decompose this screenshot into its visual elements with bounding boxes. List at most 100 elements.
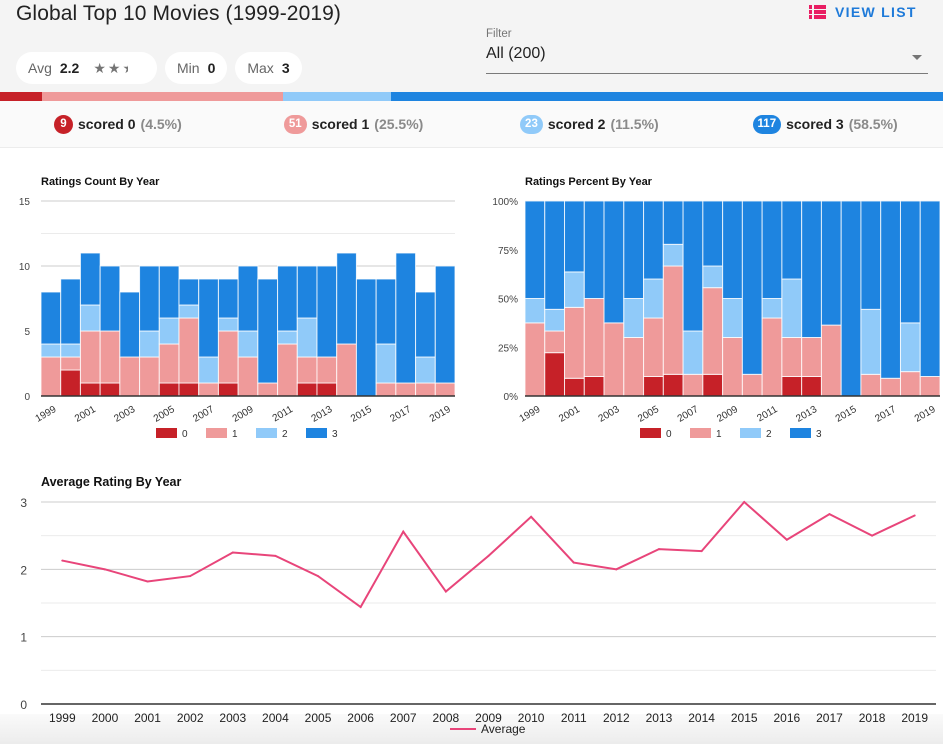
data-point-1999 (61, 559, 64, 562)
score-summary: 9 scored 0 (4.5%) 51 scored 1 (25.5%) 23 scored… (0, 101, 943, 148)
bar-segment-2000-score-1 (60, 356, 81, 371)
bar-segment-2013-score-0 (316, 382, 338, 397)
bar-segment-2017-score-3 (395, 252, 417, 384)
bar-segment-2011-score-2 (761, 298, 783, 319)
bar-segment-2014-score-1 (336, 343, 357, 397)
bar-segment-2000-score-2 (544, 308, 566, 332)
y-tick-label: 10 (19, 262, 31, 273)
x-tick-label: 2014 (688, 711, 715, 725)
x-tick-label: 2015 (731, 711, 758, 725)
data-point-2000 (103, 568, 106, 571)
bar-segment-2015-score-3 (355, 278, 377, 397)
bar-segment-2004-score-2 (623, 298, 645, 338)
average-chart-title: Average Rating By Year (41, 475, 182, 489)
legend-label: 1 (232, 429, 238, 440)
bar-segment-2018-score-3 (899, 200, 921, 324)
bar-segment-2011-score-1 (761, 317, 783, 397)
x-tick-label: 2012 (603, 711, 630, 725)
bar-segment-2004-score-3 (139, 265, 160, 332)
y-tick-label: 15 (19, 197, 31, 208)
bar-segment-2005-score-2 (643, 278, 664, 319)
x-tick-label: 2003 (219, 711, 246, 725)
x-tick-label: 2008 (433, 711, 460, 725)
legend-label: 0 (666, 429, 672, 440)
x-tick-label: 2015 (349, 404, 374, 425)
bar-segment-2013-score-1 (316, 356, 338, 384)
bar-segment-2012-score-1 (781, 337, 803, 377)
bar-segment-2001-score-2 (79, 304, 101, 332)
bar-segment-2008-score-1 (217, 330, 239, 384)
bar-segment-2001-score-3 (564, 200, 585, 273)
half-star-icon: ★ (122, 60, 128, 77)
bar-segment-2012-score-0 (296, 382, 318, 397)
data-point-2014 (700, 550, 703, 553)
data-point-2003 (231, 551, 234, 554)
x-tick-label: 2003 (112, 404, 137, 425)
bar-segment-2014-score-3 (820, 200, 842, 326)
average-rating-chart: 0 1 2 3 1999 2000 2001 2002 2003 2004 2005 2006 2007… (20, 496, 936, 736)
y-tick-label: 3 (20, 496, 27, 510)
bar-segment-2013-score-3 (316, 265, 338, 358)
x-tick-label: 2009 (715, 404, 740, 425)
data-point-2013 (657, 548, 660, 551)
bar-segment-2003-score-3 (119, 291, 141, 358)
bar-segment-2012-score-1 (296, 356, 318, 384)
bar-segment-2008-score-2 (217, 317, 239, 332)
bar-segment-2017-score-3 (880, 200, 901, 379)
bar-segment-2011-score-2 (277, 330, 298, 345)
bar-segment-2005-score-0 (643, 376, 664, 397)
bar-segment-2005-score-2 (158, 317, 180, 345)
bar-segment-2007-score-3 (682, 200, 704, 332)
legend-swatch-1 (690, 428, 711, 438)
legend-swatch-2 (256, 428, 277, 438)
summary-item-0: 9 scored 0 (4.5%) (0, 101, 236, 147)
bar-segment-2008-score-0 (217, 382, 239, 397)
page-title: Global Top 10 Movies (1999-2019) (16, 2, 342, 25)
x-tick-label: 2001 (134, 711, 161, 725)
bar-segment-2011-score-3 (761, 200, 783, 299)
bar-segment-2003-score-3 (603, 200, 625, 324)
bar-segment-2011-score-3 (277, 265, 298, 332)
x-tick-label: 2005 (305, 711, 332, 725)
legend-swatch-0 (156, 428, 177, 438)
data-point-2005 (317, 575, 320, 578)
bar-segment-2009-score-2 (722, 298, 743, 338)
bar-segment-2007-score-3 (198, 278, 219, 358)
legend-swatch-1 (206, 428, 227, 438)
view-list-button[interactable]: VIEW LIST (809, 4, 917, 20)
bar-segment-1999-score-2 (40, 343, 62, 358)
bar-segment-2014-score-3 (336, 252, 357, 345)
score-distribution-bar (0, 92, 943, 101)
x-tick-label: 1999 (49, 711, 76, 725)
bar-segment-2012-score-3 (296, 265, 318, 319)
legend-swatch-3 (790, 428, 811, 438)
data-point-2010 (530, 515, 533, 518)
x-tick-label: 2017 (388, 404, 413, 425)
x-tick-label: 2009 (231, 404, 256, 425)
x-tick-label: 2013 (646, 711, 673, 725)
bar-segment-2014-score-1 (820, 324, 842, 397)
bar-segment-2017-score-1 (880, 377, 901, 397)
bar-segment-2006-score-2 (178, 304, 200, 319)
percent-chart-title: Ratings Percent By Year (525, 176, 652, 188)
legend-label: 2 (282, 429, 288, 440)
x-tick-label: 2007 (191, 404, 216, 425)
legend-swatch-3 (306, 428, 327, 438)
bar-segment-1999-score-1 (40, 356, 62, 397)
bar-segment-2008-score-3 (217, 278, 239, 319)
min-label: Min (177, 60, 200, 76)
filter-select[interactable]: Filter All (200) (486, 28, 928, 74)
count-badge: 9 (53, 114, 73, 134)
bar-segment-2005-score-3 (158, 265, 180, 319)
bar-segment-2004-score-2 (139, 330, 160, 358)
bar-segment-2005-score-1 (158, 343, 180, 384)
bar-segment-2016-score-1 (375, 382, 397, 397)
summary-percent: (11.5%) (610, 116, 659, 132)
data-point-2008 (444, 590, 447, 593)
x-tick-label: 2017 (873, 404, 898, 425)
distribution-segment-3 (391, 92, 943, 101)
legend-label: 3 (332, 429, 338, 440)
legend-swatch-0 (640, 428, 661, 438)
bar-segment-2017-score-1 (395, 382, 417, 397)
